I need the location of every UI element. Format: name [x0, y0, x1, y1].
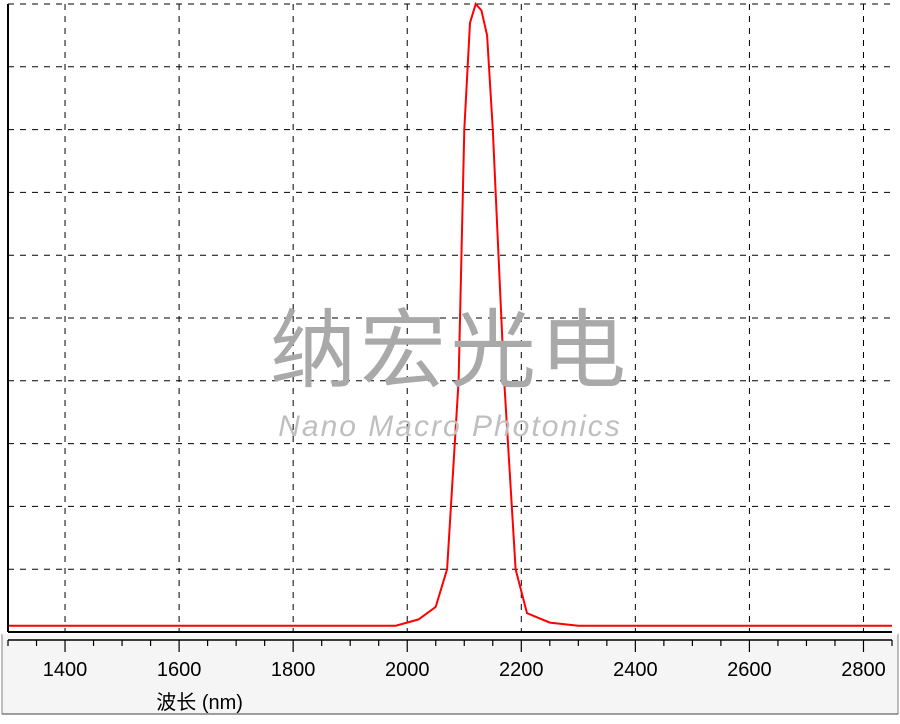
svg-text:2000: 2000 [385, 659, 430, 681]
svg-text:1600: 1600 [157, 659, 202, 681]
chart-svg: 1400 1600 1800 2000 2200 2400 2600 2800 [0, 0, 900, 724]
svg-text:2600: 2600 [727, 659, 772, 681]
spectrum-chart: 14001600180020002200240026002800 纳宏光电 Na… [0, 0, 900, 724]
svg-text:1400: 1400 [43, 659, 88, 681]
svg-text:2400: 2400 [613, 659, 658, 681]
svg-text:2200: 2200 [499, 659, 544, 681]
svg-text:2800: 2800 [841, 659, 886, 681]
svg-text:1800: 1800 [271, 659, 316, 681]
x-axis-label: 波长 (nm) [156, 686, 243, 715]
